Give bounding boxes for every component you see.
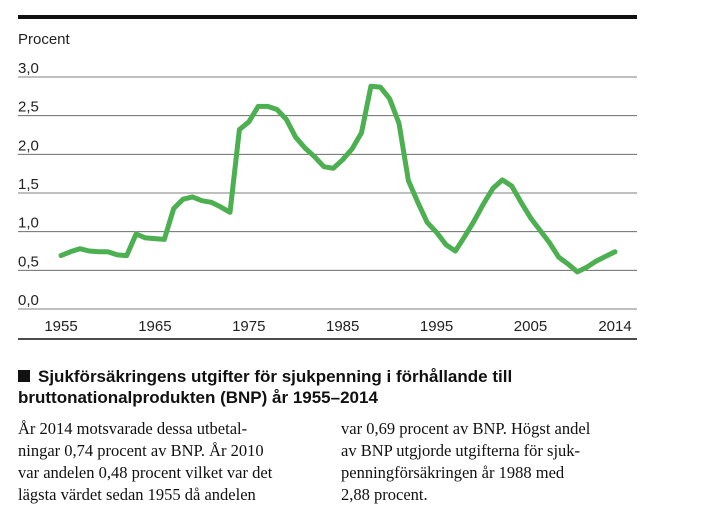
y-tick-label: 0,5 [18, 253, 39, 270]
x-tick-label: 1975 [232, 318, 265, 335]
chart: Procent 0,0 0,5 1,0 1,5 2,0 2,5 3,0 1955 1965 19… [18, 15, 637, 340]
x-tick-label: 1965 [138, 318, 171, 335]
x-tick-label: 1955 [44, 318, 77, 335]
body-line: År 2014 motsvarade dessa utbetal- [18, 419, 248, 438]
caption-title: Sjukförsäkringens utgifter för sjukpenni… [18, 367, 513, 407]
y-tick-labels: 0,0 0,5 1,0 1,5 2,0 2,5 3,0 [18, 60, 39, 309]
body-line: av BNP utgjorde utgifterna för sjuk- [341, 441, 581, 460]
body-line: var 0,69 procent av BNP. Högst andel [341, 419, 591, 438]
body-line: 2,88 procent. [341, 485, 428, 504]
y-tick-label: 0,0 [18, 292, 39, 309]
x-tick-label: 2014 [598, 318, 631, 335]
caption-square-icon [18, 370, 30, 382]
body-line: lägsta värdet sedan 1955 då andelen [18, 485, 256, 504]
x-tick-labels: 1955 1965 1975 1985 1995 2005 2014 [44, 318, 631, 335]
y-tick-label: 1,0 [18, 215, 39, 232]
body-column-2: var 0,69 procent av BNP. Högst andel av … [341, 418, 641, 506]
series-line [58, 83, 618, 275]
body-line: penningförsäkringen år 1988 med [341, 463, 565, 482]
y-tick-label: 2,0 [18, 137, 39, 154]
body-line: var andelen 0,48 procent vilket var det [18, 463, 273, 482]
body-column-1: År 2014 motsvarade dessa utbetal- ningar… [18, 418, 318, 506]
gridlines [18, 76, 637, 310]
chart-caption: Sjukförsäkringens utgifter för sjukpenni… [18, 366, 538, 408]
x-tick-label: 1985 [326, 318, 359, 335]
x-tick-label: 2005 [514, 318, 547, 335]
chart-svg: Procent 0,00,51,01,52,02,53,0 1955 1965 19… [18, 15, 637, 340]
y-tick-label: 2,5 [18, 99, 39, 116]
series-layer [58, 83, 618, 275]
body-line: ningar 0,74 procent av BNP. År 2010 [18, 441, 264, 460]
x-tick-label: 1995 [420, 318, 453, 335]
y-tick-label: 1,5 [18, 176, 39, 193]
y-axis-label: Procent [18, 31, 71, 48]
y-tick-label: 3,0 [18, 60, 39, 77]
